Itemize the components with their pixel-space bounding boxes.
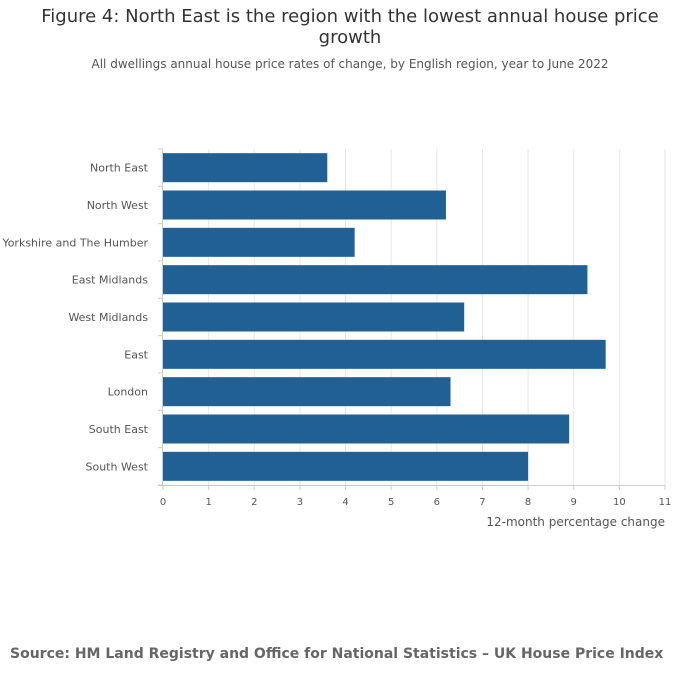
category-label-north-east: North East: [90, 162, 149, 175]
bar-east-midlands: [163, 265, 588, 295]
bar-west-midlands: [163, 302, 465, 332]
bar-yorkshire-and-the-humber: [163, 227, 355, 257]
x-tick-label-2: 2: [251, 497, 257, 508]
category-label-west-midlands: West Midlands: [68, 311, 148, 324]
x-tick-label-5: 5: [388, 497, 394, 508]
x-tick-label-6: 6: [434, 497, 440, 508]
category-label-south-west: South West: [85, 460, 148, 473]
axes: [158, 148, 666, 490]
category-label-east: East: [124, 348, 148, 361]
bars: [163, 153, 606, 481]
source-note: Source: HM Land Registry and Office for …: [10, 646, 664, 662]
x-tick-label-8: 8: [525, 497, 531, 508]
bar-north-east: [163, 153, 328, 183]
x-tick-label-10: 10: [613, 497, 626, 508]
bar-london: [163, 377, 451, 407]
bar-east: [163, 339, 606, 369]
chart-title: Figure 4: North East is the region with …: [41, 6, 659, 48]
chart-subtitle: All dwellings annual house price rates o…: [91, 57, 609, 71]
x-tick-label-0: 0: [160, 497, 166, 508]
category-label-yorkshire-and-the-humber: Yorkshire and The Humber: [1, 236, 148, 249]
axis-labels: 0 1 2 3 4 5 6 7 8 9 10 11 North East North West Yorksh…: [1, 162, 671, 529]
x-tick-label-7: 7: [479, 497, 485, 508]
x-tick-label-3: 3: [297, 497, 303, 508]
x-tick-label-1: 1: [205, 497, 211, 508]
category-label-north-west: North West: [87, 199, 149, 212]
bar-north-west: [163, 190, 446, 220]
category-label-east-midlands: East Midlands: [72, 274, 149, 287]
category-label-london: London: [108, 386, 148, 399]
bar-south-west: [163, 451, 529, 481]
x-tick-label-11: 11: [659, 497, 672, 508]
x-tick-label-4: 4: [342, 497, 348, 508]
x-tick-label-9: 9: [571, 497, 577, 508]
category-label-south-east: South East: [89, 423, 149, 436]
bar-south-east: [163, 414, 570, 444]
x-axis-title: 12-month percentage change: [486, 515, 665, 529]
